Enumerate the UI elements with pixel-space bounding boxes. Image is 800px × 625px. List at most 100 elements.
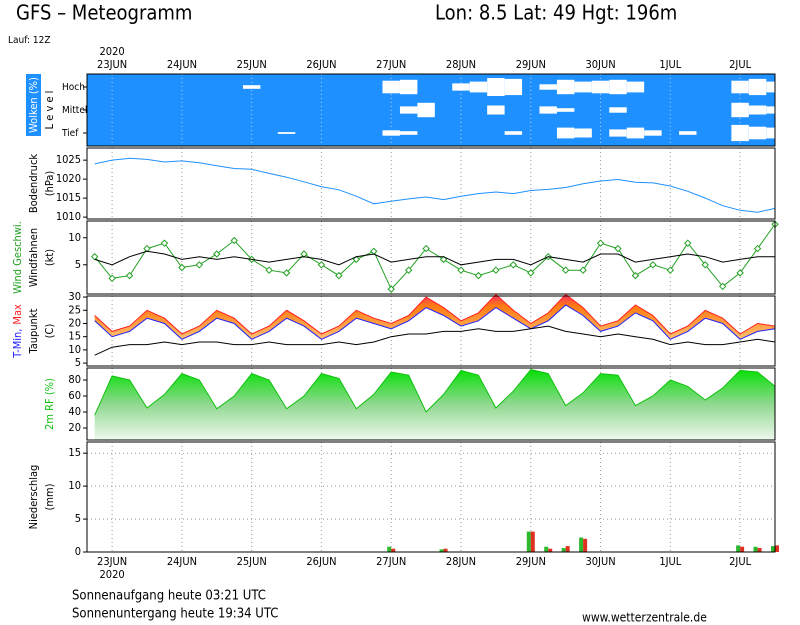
x-tick-label: 29JUN: [516, 555, 546, 568]
y-tick-label: 20: [68, 421, 81, 434]
bar: [439, 549, 444, 552]
cloud-block: [469, 81, 488, 93]
series-line: [94, 325, 776, 356]
y-label: (mm): [43, 483, 56, 510]
y-label-part: (hPa): [43, 171, 56, 197]
bar: [753, 546, 758, 552]
bar: [736, 545, 741, 552]
source: www.wetterzentrale.de: [582, 611, 707, 625]
marker: [579, 266, 587, 274]
y-tick-label: 10: [68, 479, 81, 492]
bar: [771, 546, 775, 552]
marker: [265, 266, 273, 274]
y-tick-label: 5: [75, 356, 81, 369]
x-tick-label: 2JUL: [729, 58, 751, 71]
y-tick-label: 15: [68, 446, 81, 459]
cloud-block: [748, 105, 767, 115]
x-tick-label: 26JUN: [306, 58, 336, 71]
panel-bg: [87, 221, 775, 294]
series-line: [94, 369, 776, 416]
marker: [213, 250, 221, 258]
x-tick-label: 27JUN: [376, 58, 406, 71]
bar: [530, 531, 535, 552]
bar: [579, 537, 584, 552]
y-tick-label: 20: [68, 316, 81, 329]
y-label: (kt): [43, 249, 56, 266]
sunrise: Sonnenaufgang heute 03:21 UTC: [72, 589, 266, 604]
bar: [583, 538, 588, 552]
y-tick-label: 25: [68, 303, 81, 316]
y-tick-label: 1015: [56, 191, 81, 204]
bar: [548, 548, 553, 552]
series-line: [94, 304, 776, 340]
cloud-block: [539, 106, 557, 114]
y-label-part: L e v e l: [43, 91, 56, 130]
y-tick-label: 10: [68, 231, 81, 244]
x-tick-label: 23JUN: [97, 555, 127, 568]
marker: [125, 271, 134, 280]
level-label: Mittel: [62, 105, 87, 116]
cloud-block: [242, 85, 261, 89]
cloud-block: [626, 127, 645, 139]
year-label: 2020: [100, 568, 125, 581]
y-tick-label: 1025: [56, 153, 81, 166]
y-tick-label: 0: [75, 545, 81, 558]
y-tick-label: 5: [75, 258, 81, 271]
panel-frame: [86, 441, 776, 553]
bar: [387, 546, 392, 552]
cloud-block: [504, 131, 523, 135]
bar: [565, 546, 570, 552]
cloud-block: [609, 129, 627, 137]
marker: [457, 266, 465, 274]
cloud-block: [591, 80, 610, 94]
marker: [492, 266, 500, 274]
cloud-block: [382, 130, 400, 136]
y-label: Taupunkt: [27, 308, 40, 354]
cloud-block: [731, 102, 749, 118]
y-label-part: Windfahnen: [27, 228, 40, 287]
x-tick-label: 1JUL: [659, 555, 681, 568]
marker: [596, 239, 605, 247]
y-label-part: 2m RF (%): [43, 378, 56, 430]
sunset: Sonnenuntergang heute 19:34 UTC: [72, 607, 278, 622]
marker: [387, 285, 395, 293]
run: Lauf: 12Z: [8, 35, 51, 46]
x-tick-label: 29JUN: [516, 58, 546, 71]
marker: [736, 269, 744, 277]
temp-band: [94, 294, 775, 340]
marker: [753, 244, 762, 253]
series-line: [94, 293, 776, 335]
marker: [718, 282, 727, 291]
panel-frame: [86, 220, 776, 295]
y-label: (C): [43, 324, 56, 339]
y-label-part: Wind Geschwi.: [11, 221, 24, 294]
bar: [391, 548, 396, 552]
y-label-part: T-Min,: [11, 329, 24, 359]
bar: [775, 545, 779, 552]
panel-frame: [86, 367, 776, 441]
series-line: [94, 223, 776, 290]
cloud-block: [556, 127, 575, 139]
y-tick-label: 40: [68, 405, 81, 418]
marker: [317, 261, 326, 269]
y-label: Bodendruck: [27, 154, 40, 214]
cloud-block: [731, 124, 749, 142]
x-tick-label: 24JUN: [167, 58, 197, 71]
x-tick-label: 1JUL: [659, 58, 681, 71]
y-label: L e v e l: [43, 91, 56, 130]
cloud-block: [644, 130, 662, 136]
y-tick-label: 10: [68, 343, 81, 356]
cloud-block: [277, 132, 296, 134]
cloud-block: [382, 80, 400, 94]
marker: [527, 269, 535, 277]
series-line: [94, 157, 776, 213]
series-line: [94, 250, 775, 266]
cloud-block: [487, 105, 505, 115]
cloud-block: [487, 78, 505, 96]
marker: [561, 266, 570, 274]
panel-frame: [86, 295, 776, 367]
cloud-block: [574, 128, 592, 138]
y-label-part: (kt): [43, 249, 56, 266]
bar: [526, 531, 531, 552]
